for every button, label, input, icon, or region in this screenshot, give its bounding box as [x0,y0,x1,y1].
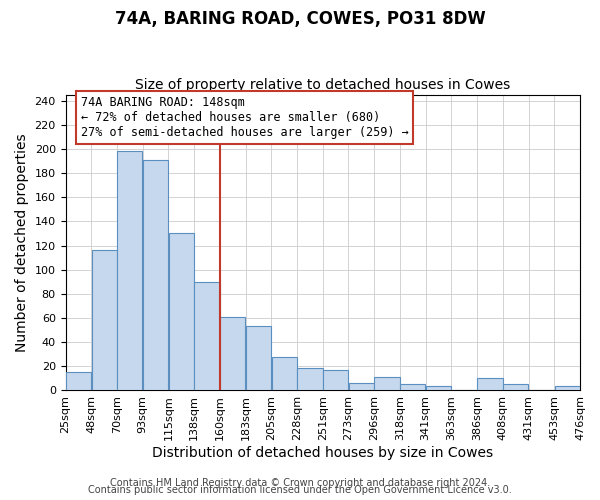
Bar [478,378,503,390]
Bar [297,368,323,390]
Bar [246,326,271,390]
Bar [220,317,245,390]
Bar [272,356,297,390]
Title: Size of property relative to detached houses in Cowes: Size of property relative to detached ho… [135,78,511,92]
Bar [426,386,451,390]
Y-axis label: Number of detached properties: Number of detached properties [15,133,29,352]
Bar [503,384,528,390]
Bar [66,372,91,390]
Bar [349,383,374,390]
Bar [143,160,168,390]
Text: Contains HM Land Registry data © Crown copyright and database right 2024.: Contains HM Land Registry data © Crown c… [110,478,490,488]
Bar [323,370,348,390]
Text: 74A, BARING ROAD, COWES, PO31 8DW: 74A, BARING ROAD, COWES, PO31 8DW [115,10,485,28]
Bar [169,234,194,390]
Bar [92,250,117,390]
Text: 74A BARING ROAD: 148sqm
← 72% of detached houses are smaller (680)
27% of semi-d: 74A BARING ROAD: 148sqm ← 72% of detache… [81,96,409,139]
X-axis label: Distribution of detached houses by size in Cowes: Distribution of detached houses by size … [152,446,493,460]
Bar [194,282,220,391]
Bar [374,377,400,390]
Bar [117,152,142,390]
Bar [554,386,580,390]
Bar [400,384,425,390]
Text: Contains public sector information licensed under the Open Government Licence v3: Contains public sector information licen… [88,485,512,495]
